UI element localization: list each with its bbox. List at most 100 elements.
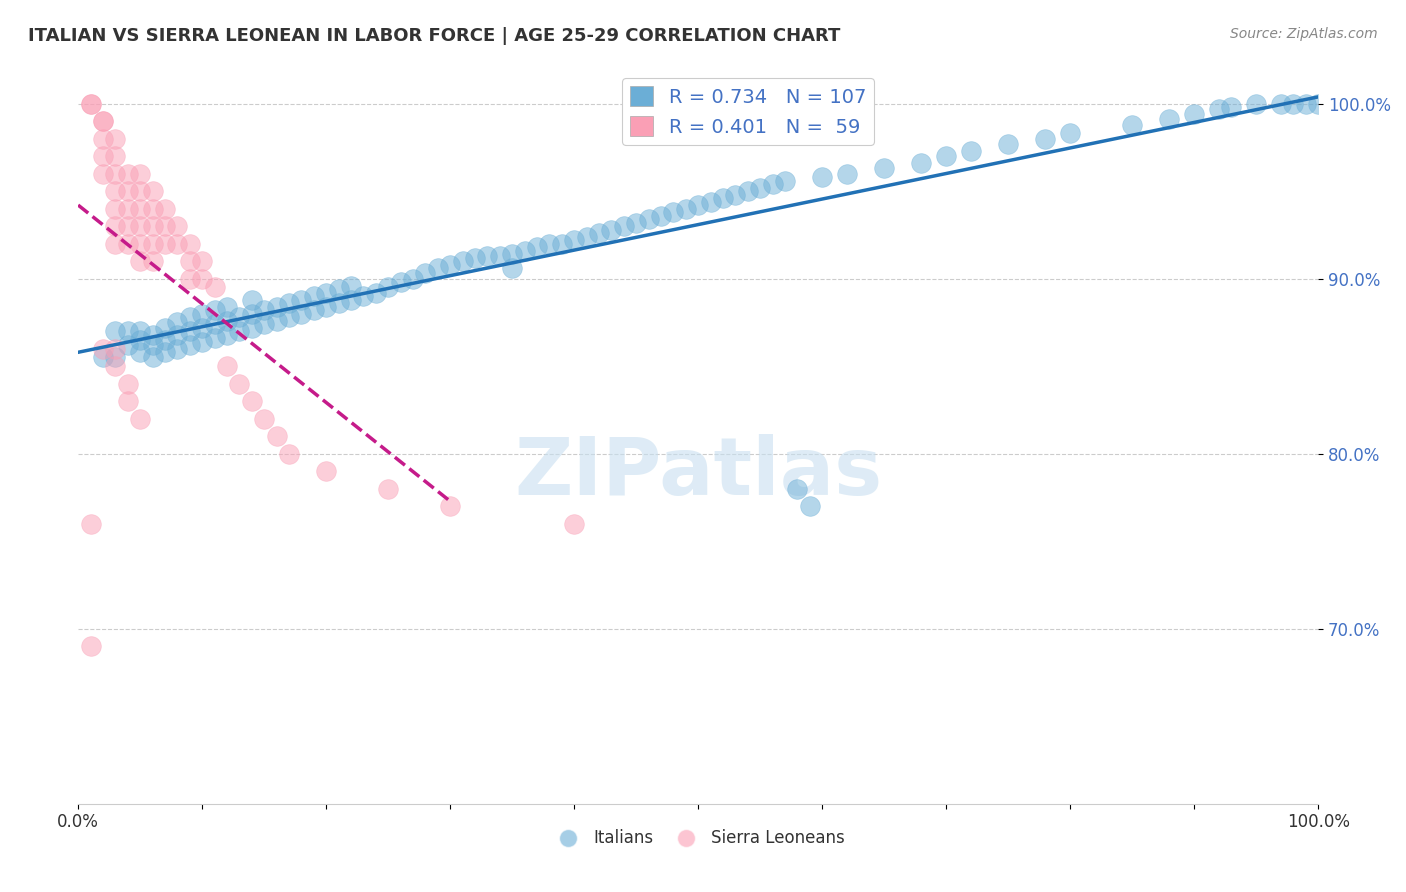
Point bbox=[91, 342, 114, 356]
Point bbox=[117, 219, 139, 233]
Point bbox=[737, 184, 759, 198]
Point bbox=[773, 173, 796, 187]
Point bbox=[699, 194, 721, 209]
Point bbox=[141, 338, 163, 352]
Point bbox=[204, 303, 226, 318]
Point bbox=[328, 296, 350, 310]
Point bbox=[600, 222, 623, 236]
Point bbox=[873, 161, 896, 176]
Point bbox=[191, 320, 214, 334]
Point bbox=[179, 338, 201, 352]
Point bbox=[166, 219, 188, 233]
Point bbox=[501, 261, 523, 276]
Point bbox=[240, 394, 263, 409]
Point bbox=[328, 282, 350, 296]
Point bbox=[364, 285, 387, 300]
Point bbox=[79, 96, 101, 111]
Point bbox=[278, 296, 301, 310]
Point bbox=[1246, 96, 1268, 111]
Point bbox=[129, 411, 152, 425]
Point bbox=[141, 219, 163, 233]
Point bbox=[340, 278, 363, 293]
Point bbox=[302, 303, 325, 318]
Point bbox=[153, 333, 176, 347]
Point bbox=[104, 167, 127, 181]
Point bbox=[1035, 131, 1057, 145]
Point bbox=[513, 244, 536, 258]
Point bbox=[166, 236, 188, 251]
Point bbox=[464, 251, 486, 265]
Point bbox=[1308, 96, 1330, 111]
Point bbox=[389, 275, 412, 289]
Point bbox=[711, 191, 734, 205]
Point bbox=[191, 334, 214, 349]
Point bbox=[191, 254, 214, 268]
Point bbox=[129, 219, 152, 233]
Text: ITALIAN VS SIERRA LEONEAN IN LABOR FORCE | AGE 25-29 CORRELATION CHART: ITALIAN VS SIERRA LEONEAN IN LABOR FORCE… bbox=[28, 27, 841, 45]
Point bbox=[1182, 107, 1205, 121]
Point bbox=[278, 310, 301, 324]
Point bbox=[253, 317, 276, 331]
Point bbox=[91, 167, 114, 181]
Point bbox=[91, 114, 114, 128]
Point bbox=[588, 226, 610, 240]
Point bbox=[228, 376, 250, 391]
Text: Source: ZipAtlas.com: Source: ZipAtlas.com bbox=[1230, 27, 1378, 41]
Point bbox=[104, 184, 127, 198]
Point bbox=[141, 254, 163, 268]
Point bbox=[724, 187, 747, 202]
Point bbox=[104, 351, 127, 365]
Point bbox=[352, 289, 374, 303]
Point bbox=[129, 184, 152, 198]
Point bbox=[104, 359, 127, 373]
Point bbox=[377, 280, 399, 294]
Point bbox=[501, 247, 523, 261]
Point bbox=[526, 240, 548, 254]
Point bbox=[228, 324, 250, 338]
Point bbox=[117, 394, 139, 409]
Point bbox=[278, 446, 301, 460]
Point bbox=[1208, 102, 1230, 116]
Point bbox=[835, 167, 858, 181]
Point bbox=[204, 280, 226, 294]
Point bbox=[415, 266, 437, 280]
Point bbox=[749, 180, 772, 194]
Point bbox=[302, 289, 325, 303]
Point bbox=[637, 212, 659, 227]
Point bbox=[179, 271, 201, 285]
Point bbox=[129, 254, 152, 268]
Point bbox=[179, 254, 201, 268]
Point bbox=[266, 429, 288, 443]
Point bbox=[650, 209, 672, 223]
Point bbox=[104, 131, 127, 145]
Point bbox=[426, 261, 449, 276]
Point bbox=[910, 156, 932, 170]
Point bbox=[91, 131, 114, 145]
Point bbox=[675, 202, 697, 216]
Point bbox=[538, 236, 561, 251]
Point bbox=[215, 359, 238, 373]
Text: ZIPatlas: ZIPatlas bbox=[515, 434, 883, 512]
Point bbox=[215, 300, 238, 314]
Point bbox=[117, 376, 139, 391]
Point bbox=[129, 202, 152, 216]
Point bbox=[1159, 112, 1181, 127]
Point bbox=[191, 271, 214, 285]
Point bbox=[179, 310, 201, 324]
Point bbox=[153, 236, 176, 251]
Point bbox=[624, 215, 647, 229]
Point bbox=[786, 482, 808, 496]
Point bbox=[315, 464, 337, 478]
Point bbox=[266, 300, 288, 314]
Point bbox=[153, 202, 176, 216]
Point bbox=[79, 96, 101, 111]
Point bbox=[228, 310, 250, 324]
Point bbox=[1121, 118, 1143, 132]
Point bbox=[117, 167, 139, 181]
Point bbox=[488, 249, 510, 263]
Point bbox=[799, 499, 821, 513]
Point bbox=[104, 236, 127, 251]
Point bbox=[215, 313, 238, 327]
Point bbox=[129, 333, 152, 347]
Point bbox=[551, 236, 574, 251]
